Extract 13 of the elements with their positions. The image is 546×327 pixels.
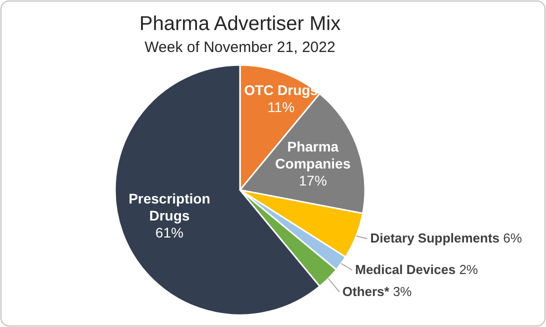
slice-label: Dietary Supplements [370,230,500,246]
slice-label: Medical Devices [355,262,456,278]
data-label: 2% [456,262,478,278]
slice-label: Pharma Companies [275,138,351,172]
data-label: 17% [298,172,327,189]
slice-label: Others* [342,284,390,300]
chart-title: Pharma Advertiser Mix [139,13,341,35]
data-label: 61% [155,224,184,240]
data-label: 6% [500,230,522,246]
chart-subtitle: Week of November 21, 2022 [144,39,336,56]
data-label: 3% [389,284,412,300]
data-label: 11% [268,98,295,115]
slice-label: Prescription Drugs [128,190,210,224]
